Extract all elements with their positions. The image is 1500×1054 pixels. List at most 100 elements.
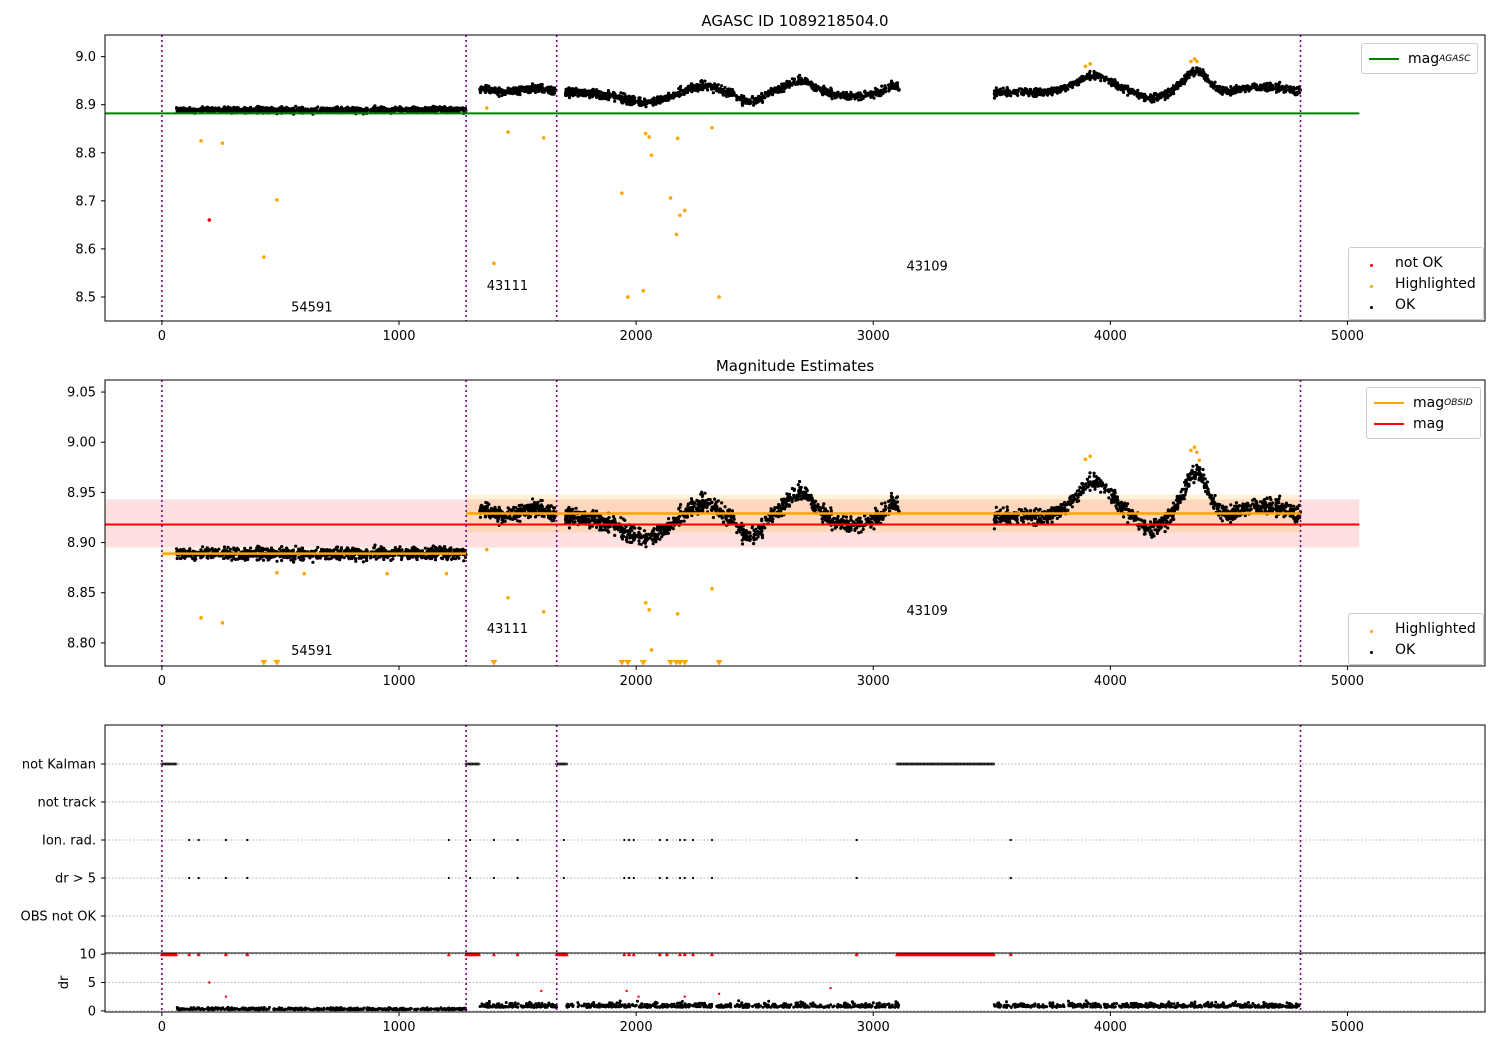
p1-point-ok <box>1295 86 1298 89</box>
p2-point-ok <box>340 546 343 549</box>
p2-point-ok <box>215 549 218 552</box>
p1-point-ok <box>1061 87 1064 90</box>
p2-point-ok <box>357 557 360 560</box>
p1-xtick-label: 2000 <box>620 329 653 344</box>
p1-point-ok <box>887 83 890 86</box>
p2-point-ok <box>430 557 433 560</box>
p1-point-ok <box>223 105 226 108</box>
p1-point-ok <box>1282 87 1285 90</box>
p2-point-ok <box>529 505 532 508</box>
p1-point-highlighted <box>641 289 645 293</box>
p1-point-ok <box>204 107 207 110</box>
p2-point-ok <box>398 545 401 548</box>
p2-point-ok <box>272 555 275 558</box>
p2-point-ok <box>372 546 375 549</box>
p1-point-ok <box>1256 87 1259 90</box>
p2-point-ok <box>199 548 202 551</box>
p2-point-ok <box>302 558 305 561</box>
p1-point-ok <box>411 106 414 109</box>
p1-point-ok <box>607 89 610 92</box>
p1-point-highlighted <box>678 213 682 217</box>
p1-point-not-ok <box>208 218 212 222</box>
p1-point-ok <box>1068 83 1071 86</box>
p2-point-ok <box>244 555 247 558</box>
p2-point-ok <box>504 520 507 523</box>
p1-point-ok <box>1217 88 1220 91</box>
p2-ytick-label: 8.85 <box>67 586 96 601</box>
p1-point-ok <box>484 91 487 94</box>
p1-point-ok <box>740 95 743 98</box>
p1-point-ok <box>1120 84 1123 87</box>
p1-point-ok <box>612 96 615 99</box>
p1-point-ok <box>712 87 715 90</box>
p1-point-highlighted <box>676 137 680 141</box>
p1-point-ok <box>1099 79 1102 82</box>
p1-point-ok <box>1296 92 1299 95</box>
p1-point-highlighted <box>275 198 279 202</box>
p1-point-highlighted <box>675 233 679 237</box>
p2-point-ok <box>384 549 387 552</box>
p1-point-ok <box>232 106 235 109</box>
p2-point-ok <box>299 558 302 561</box>
p1-point-ok <box>797 75 800 78</box>
p2-point-ok <box>552 506 555 509</box>
p1-point-ok <box>800 82 803 85</box>
p2-point-ok <box>354 560 357 563</box>
p1-obsid-label: 43109 <box>906 260 947 275</box>
p1-point-ok <box>1022 89 1025 92</box>
p2-point-ok <box>223 545 226 548</box>
p1-point-ok <box>616 96 619 99</box>
p1-point-ok <box>570 87 573 90</box>
p1-point-ok <box>315 107 318 110</box>
p1-point-ok <box>896 81 899 84</box>
p2-point-ok <box>457 548 460 551</box>
p1-point-ok <box>830 88 833 91</box>
p1-point-ok <box>1214 81 1217 84</box>
p1-point-ok <box>683 93 686 96</box>
p1-point-highlighted <box>506 130 510 134</box>
p1-point-ok <box>689 84 692 87</box>
p2-point-ok <box>292 561 295 564</box>
p2-point-ok <box>643 529 646 532</box>
p1-point-ok <box>672 91 675 94</box>
p2-point-ok <box>308 556 311 559</box>
p1-point-ok <box>308 109 311 112</box>
p2-point-ok <box>316 546 319 549</box>
p1-point-ok <box>1262 85 1265 88</box>
p1-point-ok <box>1266 82 1269 85</box>
p1-point-ok <box>199 107 202 110</box>
p2-point-ok <box>355 550 358 553</box>
p1-point-ok <box>322 108 325 111</box>
p2-point-ok <box>435 547 438 550</box>
p1-point-ok <box>625 102 628 105</box>
p1-point-ok <box>347 107 350 110</box>
p2-point-ok <box>511 518 514 521</box>
p1-point-ok <box>389 109 392 112</box>
p2-point-ok <box>438 545 441 548</box>
p1-point-ok <box>815 89 818 92</box>
p2-point-ok <box>236 547 239 550</box>
p2-point-ok <box>540 503 543 506</box>
p1-point-ok <box>835 95 838 98</box>
p1-point-ok <box>658 102 661 105</box>
p1-point-ok <box>1039 92 1042 95</box>
p2-point-ok <box>731 509 734 512</box>
p1-point-ok <box>656 95 659 98</box>
p1-point-ok <box>1045 89 1048 92</box>
p1-point-ok <box>672 94 675 97</box>
p1-point-ok <box>663 97 666 100</box>
p1-point-ok <box>868 93 871 96</box>
p1-point-ok <box>1122 91 1125 94</box>
p2-point-ok <box>330 554 333 557</box>
p1-point-ok <box>880 85 883 88</box>
p2-point-ok <box>365 557 368 560</box>
p1-point-ok <box>1290 89 1293 92</box>
p2-point-ok <box>183 555 186 558</box>
p1-point-ok <box>651 98 654 101</box>
p1-point-ok <box>1014 89 1017 92</box>
p1-point-ok <box>339 107 342 110</box>
p1-point-ok <box>529 86 532 89</box>
p1-point-ok <box>1075 80 1078 83</box>
p1-xtick-label: 1000 <box>382 329 415 344</box>
